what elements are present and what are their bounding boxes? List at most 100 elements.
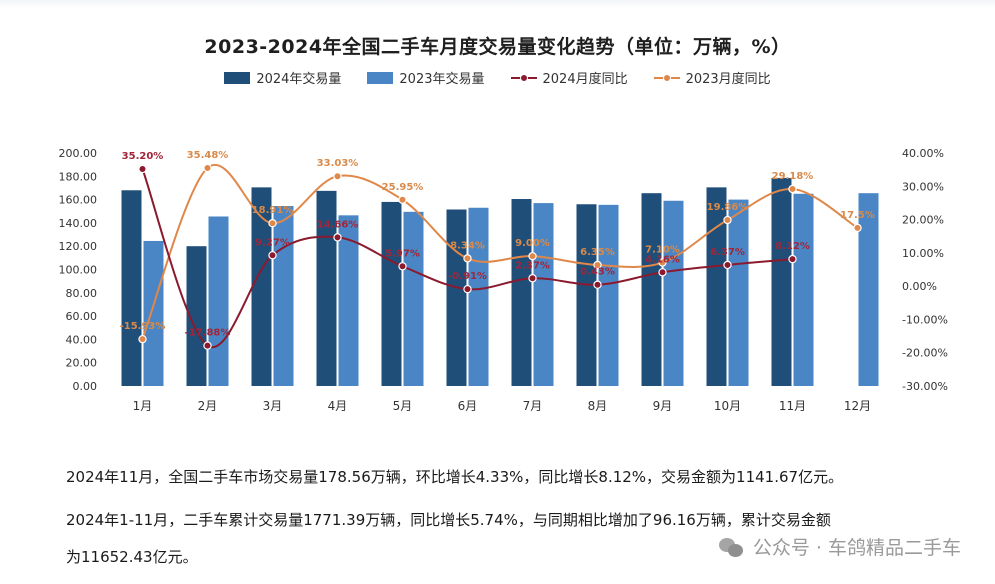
point-2024-yoy-3	[268, 251, 277, 260]
data-label-2023-yoy: 29.18%	[772, 171, 814, 182]
bar-2023-11	[793, 193, 814, 386]
bar-2023-7	[533, 203, 554, 386]
combo-chart: 0.00 20.00 40.00 60.00 80.00 100.00 120.00 140.…	[59, 147, 948, 413]
data-label-2023-yoy: 19.86%	[707, 202, 749, 213]
bar-2023-3	[273, 206, 294, 386]
point-2024-yoy-10	[723, 260, 732, 270]
y-left-tick-label: 80.00	[66, 287, 98, 300]
y-left-tick-label: 100.00	[59, 264, 98, 277]
data-label-2024-yoy: -0.91%	[448, 271, 487, 282]
bar-2024-2	[186, 246, 207, 386]
data-label-2023-yoy: 18.91%	[252, 205, 294, 216]
legend-label-2024-volume: 2024年交易量	[256, 72, 342, 87]
data-label-2023-yoy: 9.00%	[515, 238, 550, 249]
watermark: 公众号 · 车鸽精品二手车	[718, 533, 961, 560]
x-tick-label: 4月	[328, 399, 348, 413]
point-2024-yoy-6	[463, 284, 472, 294]
y-right-tick-label: -30.00%	[902, 380, 948, 393]
data-label-2024-yoy: 5.97%	[385, 248, 420, 259]
point-2024-yoy-5	[398, 262, 407, 271]
x-tick-label: 6月	[458, 399, 478, 413]
legend-swatch-light-bar	[367, 71, 394, 84]
data-label-2024-yoy: 8.12%	[775, 241, 810, 252]
bar-2024-6	[446, 209, 467, 386]
line-2024-yoy	[141, 168, 793, 349]
data-label-2023-yoy: -15.93%	[120, 321, 166, 332]
legend-swatch-dark-bar	[224, 71, 251, 84]
bar-2024-9	[641, 193, 662, 386]
bar-2024-4	[316, 190, 337, 386]
bar-2023-6	[468, 207, 489, 386]
y-left-tick-label: 0.00	[73, 380, 98, 393]
x-tick-label: 2月	[198, 399, 218, 413]
data-label-2023-yoy: 8.34%	[450, 240, 485, 251]
bar-2024-5	[381, 201, 402, 386]
x-tick-label: 11月	[779, 399, 806, 413]
legend-item-2023-volume: 2023年交易量	[367, 68, 485, 87]
bar-2023-12	[858, 193, 879, 386]
y-right-tick-label: 30.00%	[902, 180, 944, 193]
bar-2024-8	[576, 204, 597, 386]
point-2024-yoy-11	[788, 254, 797, 264]
line-2023-yoy	[141, 164, 859, 340]
summary-line-3: 为11652.43亿元。	[66, 548, 198, 566]
data-label-2023-yoy: 33.03%	[317, 158, 359, 169]
point-2023-yoy-8	[593, 260, 602, 270]
top-edge	[0, 0, 995, 8]
point-2023-yoy-3	[268, 218, 277, 228]
point-2024-yoy-4	[333, 233, 342, 242]
wechat-icon	[718, 536, 745, 558]
chart-legend: 2024年交易量 2023年交易量 2024月度同比 2023月度同比	[0, 68, 995, 87]
y-left-tick-label: 160.00	[59, 194, 98, 207]
legend-swatch-orange-line	[653, 72, 680, 84]
bar-2024-1	[121, 190, 142, 386]
point-2023-yoy-9	[658, 258, 667, 267]
y-left-tick-label: 180.00	[59, 170, 98, 183]
y-right-tick-label: -20.00%	[902, 347, 948, 360]
point-2024-yoy-7	[528, 274, 537, 283]
bar-2023-9	[663, 200, 684, 386]
y-right-tick-label: 0.00%	[902, 280, 937, 293]
summary-line-2: 2024年1-11月，二手车累计交易量1771.39万辆，同比增长5.74%，与…	[66, 511, 831, 529]
data-label-2024-yoy: 6.37%	[710, 247, 745, 258]
y-right-tick-label: 40.00%	[902, 147, 944, 160]
point-2023-yoy-1	[138, 334, 147, 344]
y-left-tick-label: 40.00	[66, 333, 98, 346]
summary-line-1: 2024年11月，全国二手车市场交易量178.56万辆，环比增长4.33%，同比…	[66, 468, 844, 486]
legend-item-2023-yoy: 2023月度同比	[653, 68, 771, 87]
watermark-text: 公众号 · 车鸽精品二手车	[752, 537, 961, 559]
point-2023-yoy-6	[463, 254, 472, 263]
data-label-2024-yoy: -17.88%	[185, 328, 231, 339]
bar-2023-4	[338, 215, 359, 386]
bar-2024-7	[511, 199, 532, 386]
legend-item-2024-yoy: 2024月度同比	[510, 68, 628, 87]
data-label-2024-yoy: 0.43%	[580, 267, 615, 278]
point-2024-yoy-2	[203, 341, 212, 350]
x-tick-label: 3月	[263, 399, 283, 413]
y-left-tick-label: 120.00	[59, 240, 98, 253]
point-2023-yoy-7	[528, 251, 537, 261]
data-label-2024-yoy: 9.27%	[255, 237, 290, 248]
data-label-2024-yoy: 4.16%	[645, 254, 680, 265]
legend-swatch-red-line	[510, 72, 537, 84]
y-right-tick-label: 20.00%	[902, 214, 944, 227]
legend-item-2024-volume: 2024年交易量	[224, 68, 341, 87]
legend-label-2023-volume: 2023年交易量	[399, 72, 485, 87]
data-label-2023-yoy: 35.48%	[187, 150, 229, 161]
x-tick-label: 12月	[844, 399, 871, 413]
y-right-tick-label: 10.00%	[902, 247, 944, 260]
bar-2023-8	[598, 204, 619, 386]
y-left-tick-label: 140.00	[59, 217, 98, 230]
point-2023-yoy-4	[333, 172, 342, 181]
y-left-tick-label: 60.00	[66, 310, 98, 323]
y-right-tick-label: -10.00%	[902, 313, 948, 326]
bar-2023-2	[208, 216, 229, 386]
chart-title: 2023-2024年全国二手车月度交易量变化趋势（单位：万辆，%）	[204, 36, 791, 58]
point-2023-yoy-12	[853, 223, 862, 233]
legend-label-2024-yoy: 2024月度同比	[542, 72, 628, 87]
bar-2023-5	[403, 211, 424, 386]
x-tick-label: 7月	[523, 399, 543, 413]
data-label-2024-yoy: 35.20%	[122, 151, 164, 162]
data-label-2023-yoy: 6.35%	[580, 247, 615, 258]
y-left-tick-label: 200.00	[59, 147, 98, 160]
